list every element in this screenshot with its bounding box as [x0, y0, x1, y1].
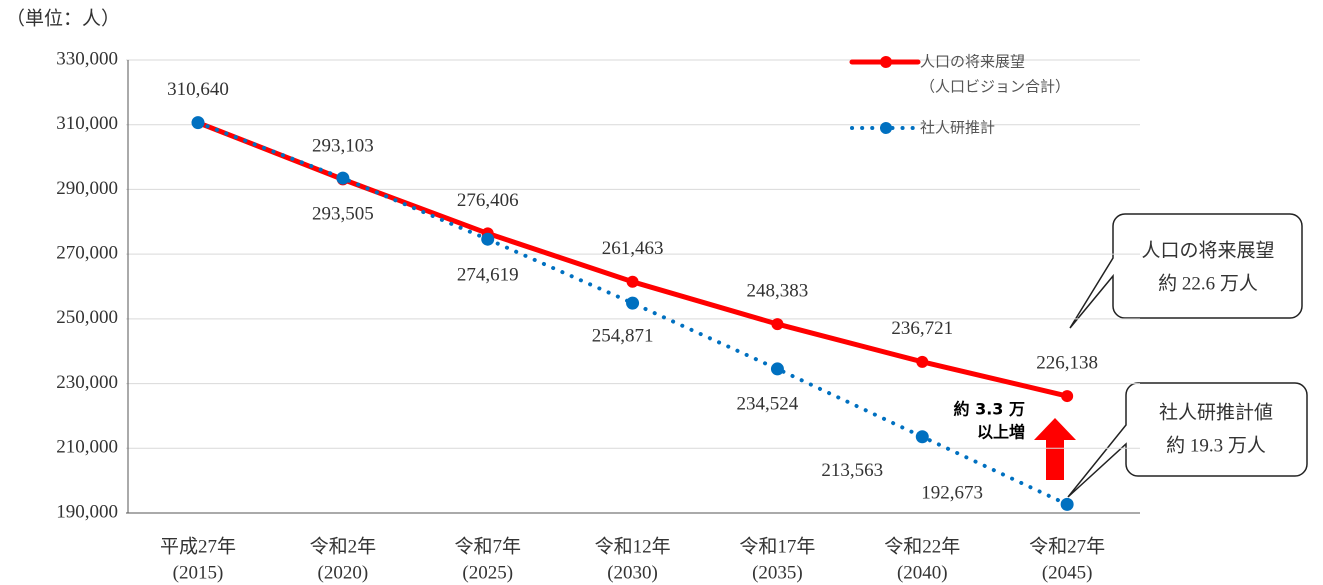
point: [770, 362, 784, 376]
point: [1061, 390, 1074, 403]
callout-text: 人口の将来展望: [1141, 239, 1274, 261]
data-label: 274,619: [457, 265, 519, 286]
y-tick-label: 230,000: [56, 372, 118, 393]
x-tick-label: (2030): [607, 562, 658, 583]
legend-label: 社人研推計: [920, 119, 995, 137]
y-tick-label: 250,000: [56, 307, 118, 328]
series-line: [195, 120, 1070, 399]
data-label: 234,524: [737, 393, 799, 414]
y-tick-label: 330,000: [56, 48, 118, 69]
callout-text: 約 22.6 万人: [1158, 272, 1258, 294]
data-label: 293,103: [312, 136, 374, 157]
point: [915, 430, 929, 444]
y-tick-label: 290,000: [56, 178, 118, 199]
difference-text: 約 3.3 万: [954, 400, 1026, 419]
point: [916, 355, 929, 368]
unit-label: （単位：人）: [6, 7, 120, 29]
data-label: 236,721: [891, 318, 953, 339]
data-label: 276,406: [457, 190, 519, 211]
callout-box: [1069, 213, 1303, 329]
x-tick-label: (2025): [462, 562, 513, 583]
point: [191, 116, 205, 130]
x-tick-label: (2045): [1042, 562, 1093, 583]
data-label: 192,673: [921, 483, 983, 504]
y-tick-label: 310,000: [56, 113, 118, 134]
legend-label: 人口の将来展望: [920, 53, 1025, 71]
y-tick-label: 190,000: [56, 501, 118, 522]
x-tick-label: (2020): [318, 562, 369, 583]
y-tick-label: 210,000: [56, 437, 118, 458]
point: [771, 318, 784, 331]
data-label: 248,383: [747, 280, 809, 301]
legend-marker: [880, 56, 892, 68]
point: [481, 232, 495, 246]
x-tick-label: (2035): [752, 562, 803, 583]
data-label: 310,640: [167, 79, 229, 100]
data-label: 261,463: [602, 238, 664, 259]
data-label: 293,505: [312, 203, 374, 224]
point: [626, 296, 640, 310]
point: [626, 275, 639, 288]
data-label: 213,563: [821, 460, 883, 481]
x-tick-label: 令和7年: [454, 535, 521, 557]
legend-marker: [880, 122, 892, 134]
difference-text: 以上増: [977, 423, 1025, 442]
series-line: [196, 120, 1070, 507]
point: [1060, 497, 1074, 511]
difference-arrow: [1034, 418, 1076, 480]
x-tick-label: 令和27年: [1029, 535, 1105, 557]
data-label: 226,138: [1036, 352, 1098, 373]
point: [336, 171, 350, 185]
x-tick-label: 令和2年: [310, 535, 377, 557]
x-tick-label: (2040): [897, 562, 948, 583]
callout-box: [1067, 382, 1308, 498]
callout-text: 社人研推計値: [1159, 401, 1273, 423]
callout-text: 約 19.3 万人: [1166, 434, 1266, 456]
data-label: 254,871: [592, 325, 654, 346]
y-tick-label: 270,000: [56, 243, 118, 264]
legend-label: （人口ビジョン合計）: [920, 78, 1070, 96]
x-tick-label: 令和12年: [595, 535, 671, 557]
x-tick-label: 令和17年: [739, 535, 815, 557]
x-tick-label: (2015): [173, 562, 224, 583]
x-tick-label: 令和22年: [884, 535, 960, 557]
x-tick-label: 平成27年: [160, 535, 236, 557]
